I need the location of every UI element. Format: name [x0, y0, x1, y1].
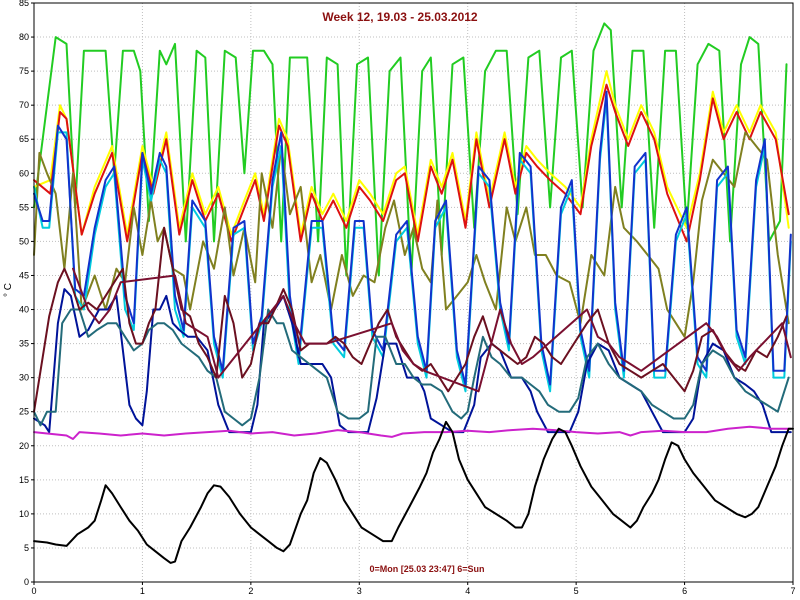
y-tick-label: 70: [19, 100, 29, 110]
x-tick-label: 7: [790, 586, 795, 596]
y-tick-label: 10: [19, 509, 29, 519]
series-line-10: [72, 267, 792, 393]
series-line-11: [33, 425, 792, 440]
y-axis-label: ° C: [3, 283, 14, 297]
y-tick-label: 45: [19, 270, 29, 280]
y-tick-label: 0: [24, 577, 29, 587]
plot-border: [33, 2, 794, 583]
x-tick-label: 1: [140, 586, 145, 596]
y-tick-label: 20: [19, 441, 29, 451]
y-tick-label: 5: [24, 543, 29, 553]
chart-footer: 0=Mon [25.03 23:47] 6=Sun: [369, 564, 484, 574]
x-tick-label: 2: [248, 586, 253, 596]
series-line-9: [33, 226, 788, 413]
y-tick-label: 65: [19, 134, 29, 144]
y-tick-label: 25: [19, 407, 29, 417]
y-tick-label: 40: [19, 305, 29, 315]
y-axis-ticks: 0 5 10 15 20 25 30 35 40 45 50 55 60 65 70 75 80 85: [19, 0, 34, 587]
chart-title: Week 12, 19.03 - 25.03.2012: [322, 10, 478, 24]
x-tick-label: 6: [682, 586, 687, 596]
y-tick-label: 35: [19, 339, 29, 349]
y-tick-label: 75: [19, 66, 29, 76]
y-tick-label: 55: [19, 202, 29, 212]
series-line-3: [33, 83, 790, 243]
series-layer: [33, 22, 794, 564]
y-tick-label: 15: [19, 475, 29, 485]
series-line-4: [33, 131, 790, 338]
series-line-6: [33, 90, 792, 386]
series-line-8: [33, 308, 790, 427]
x-tick-label: 0: [31, 586, 36, 596]
y-tick-label: 60: [19, 168, 29, 178]
x-tick-label: 3: [357, 586, 362, 596]
x-tick-label: 4: [465, 586, 470, 596]
y-tick-label: 80: [19, 32, 29, 42]
y-tick-label: 30: [19, 373, 29, 383]
series-line-7: [33, 288, 792, 434]
x-tick-label: 5: [574, 586, 579, 596]
x-axis-ticks: 0 1 2 3 4 5 6 7: [31, 582, 796, 596]
y-tick-label: 50: [19, 236, 29, 246]
series-line-1: [33, 22, 788, 277]
series-line-12: [33, 420, 794, 564]
y-tick-label: 85: [19, 0, 29, 8]
series-line-2: [33, 70, 790, 236]
